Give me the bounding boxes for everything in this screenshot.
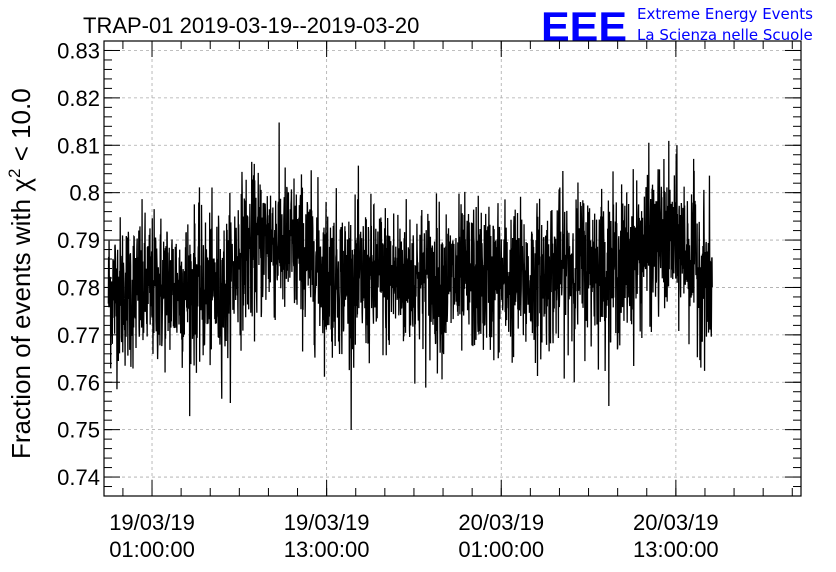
y-tick-label: 0.76 — [57, 370, 100, 395]
axis-ticks — [104, 40, 801, 497]
x-tick-label-time: 13:00:00 — [633, 537, 719, 562]
x-tick-label-time: 01:00:00 — [109, 537, 195, 562]
y-tick-label: 0.75 — [57, 418, 100, 443]
series-line — [107, 122, 713, 430]
chart-title: TRAP-01 2019-03-19--2019-03-20 — [83, 13, 419, 38]
y-tick-label: 0.81 — [57, 133, 100, 158]
logo-line-2: La Scienza nelle Scuole — [637, 26, 813, 44]
y-tick-label: 0.83 — [57, 38, 100, 63]
y-tick-label: 0.79 — [57, 228, 100, 253]
y-tick-label: 0.74 — [57, 465, 100, 490]
x-tick-label-date: 19/03/19 — [284, 510, 370, 535]
y-axis-label: Fraction of events with χ2 < 10.0 — [5, 88, 36, 459]
logo-mark: EEE — [541, 3, 627, 50]
x-tick-label-date: 20/03/19 — [458, 510, 544, 535]
y-tick-label: 0.82 — [57, 86, 100, 111]
x-tick-label-time: 01:00:00 — [458, 537, 544, 562]
y-tick-label: 0.77 — [57, 323, 100, 348]
logo-line-1: Extreme Energy Events — [637, 5, 813, 23]
eee-logo: EEE Extreme Energy Events La Scienza nel… — [541, 3, 813, 50]
x-tick-labels: 19/03/1901:00:0019/03/1913:00:0020/03/19… — [109, 510, 718, 562]
x-tick-label-date: 20/03/19 — [633, 510, 719, 535]
y-tick-labels: 0.74 0.75 0.76 0.77 0.78 0.79 0.8 0.81 0.82 0.83 — [57, 38, 100, 490]
series-layer — [107, 122, 713, 430]
x-tick-label-time: 13:00:00 — [284, 537, 370, 562]
y-tick-label: 0.78 — [57, 275, 100, 300]
x-tick-label-date: 19/03/19 — [109, 510, 195, 535]
y-tick-label: 0.8 — [69, 181, 100, 206]
